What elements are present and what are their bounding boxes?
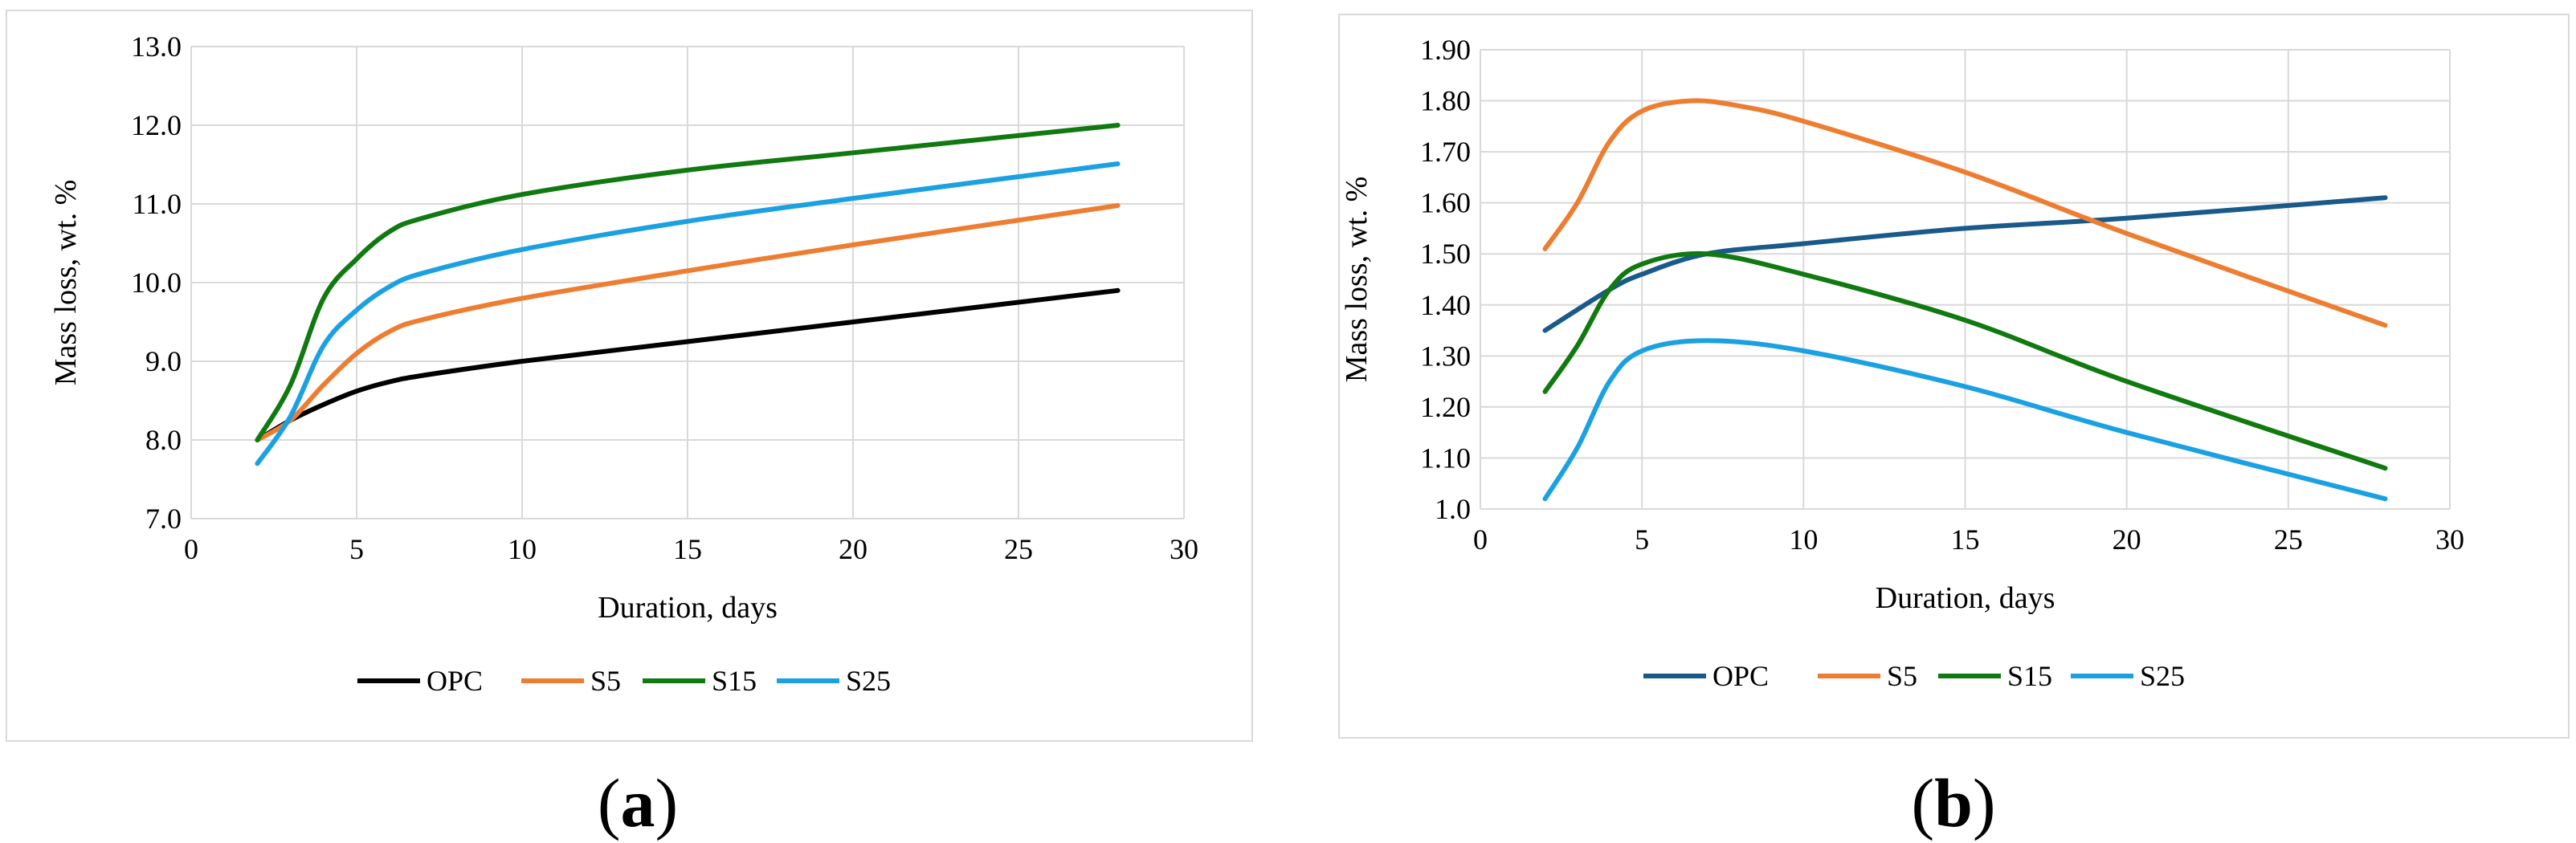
y-tick-label: 8.0 bbox=[145, 424, 182, 456]
y-tick-label: 1.50 bbox=[1420, 238, 1471, 270]
x-tick-label: 30 bbox=[2435, 523, 2464, 556]
x-tick-label: 30 bbox=[1170, 533, 1198, 565]
series-line-opc bbox=[255, 287, 1121, 442]
x-tick-label: 15 bbox=[673, 533, 702, 565]
y-tick-label: 1.40 bbox=[1420, 289, 1471, 321]
y-tick-label: 1.0 bbox=[1435, 493, 1471, 525]
x-tick-label: 20 bbox=[839, 533, 868, 565]
y-tick-label: 9.0 bbox=[145, 345, 182, 377]
caption-letter-a: a bbox=[620, 764, 655, 841]
series-line-s25 bbox=[1542, 338, 2388, 502]
y-tick-label: 1.70 bbox=[1420, 136, 1471, 168]
caption-letter-b: b bbox=[1934, 764, 1973, 841]
y-tick-label: 1.20 bbox=[1420, 391, 1471, 423]
series-line-opc bbox=[1542, 195, 2388, 333]
x-tick-label: 5 bbox=[349, 533, 364, 565]
legend-label-opc: OPC bbox=[427, 665, 483, 697]
y-tick-label: 10.0 bbox=[131, 267, 182, 299]
legend: OPC S5 S15 S25 bbox=[357, 665, 891, 697]
y-tick-label: 7.0 bbox=[145, 503, 182, 535]
legend-label-s25: S25 bbox=[2140, 660, 2185, 692]
y-tick-label: 1.60 bbox=[1420, 187, 1471, 219]
series-line-s5 bbox=[255, 203, 1121, 442]
series-line-s25 bbox=[255, 161, 1121, 466]
y-tick-label: 1.10 bbox=[1420, 442, 1471, 474]
y-axis-title: Mass loss, wt. % bbox=[49, 180, 83, 386]
legend-label-s15: S15 bbox=[712, 665, 757, 697]
legend-label-opc: OPC bbox=[1713, 660, 1769, 692]
y-tick-label: 13.0 bbox=[131, 31, 182, 63]
y-tick-label: 1.80 bbox=[1420, 85, 1471, 117]
x-tick-label: 10 bbox=[508, 533, 537, 565]
line-chart-b: 0 5 10 15 20 25 30 1.0 1.10 1.20 1.30 1.40 1.50 1.60 1… bbox=[1340, 34, 2464, 692]
legend-label-s5: S5 bbox=[590, 665, 621, 697]
x-tick-label: 0 bbox=[184, 533, 198, 565]
y-tick-label: 1.90 bbox=[1420, 34, 1471, 66]
x-tick-label: 20 bbox=[2113, 523, 2141, 556]
legend-label-s15: S15 bbox=[2007, 660, 2052, 692]
x-tick-label: 5 bbox=[1635, 523, 1649, 556]
legend-label-s25: S25 bbox=[846, 665, 891, 697]
gridlines bbox=[190, 46, 1185, 519]
y-axis-title: Mass loss, wt. % bbox=[1340, 177, 1374, 383]
gridlines bbox=[1480, 49, 2451, 510]
y-tick-label: 11.0 bbox=[132, 188, 182, 220]
y-tick-label: 12.0 bbox=[131, 109, 182, 141]
series-line-s15 bbox=[1542, 250, 2388, 471]
line-chart-a: 0 5 10 15 20 25 30 7.0 8.0 9.0 10.0 11.0 12.0 13.0 Dur… bbox=[49, 31, 1198, 697]
chart-panel-b: 0 5 10 15 20 25 30 1.0 1.10 1.20 1.30 1.40 1.50 1.60 1… bbox=[1338, 14, 2570, 739]
x-tick-label: 25 bbox=[2274, 523, 2303, 556]
x-tick-label: 10 bbox=[1789, 523, 1818, 556]
series-line-s5 bbox=[1542, 98, 2388, 328]
chart-panel-a: 0 5 10 15 20 25 30 7.0 8.0 9.0 10.0 11.0 12.0 13.0 Dur… bbox=[6, 10, 1253, 742]
x-tick-label: 15 bbox=[1951, 523, 1980, 556]
legend-label-s5: S5 bbox=[1887, 660, 1917, 692]
x-tick-label: 0 bbox=[1473, 523, 1488, 556]
caption-b: (b) bbox=[1911, 764, 1996, 841]
x-tick-label: 25 bbox=[1004, 533, 1033, 565]
x-axis-title: Duration, days bbox=[1876, 581, 2055, 615]
series-line-s15 bbox=[255, 123, 1121, 442]
legend: OPC S5 S15 S25 bbox=[1643, 660, 2185, 692]
x-axis-title: Duration, days bbox=[598, 591, 778, 625]
y-tick-label: 1.30 bbox=[1420, 340, 1471, 372]
caption-a: (a) bbox=[597, 764, 679, 841]
